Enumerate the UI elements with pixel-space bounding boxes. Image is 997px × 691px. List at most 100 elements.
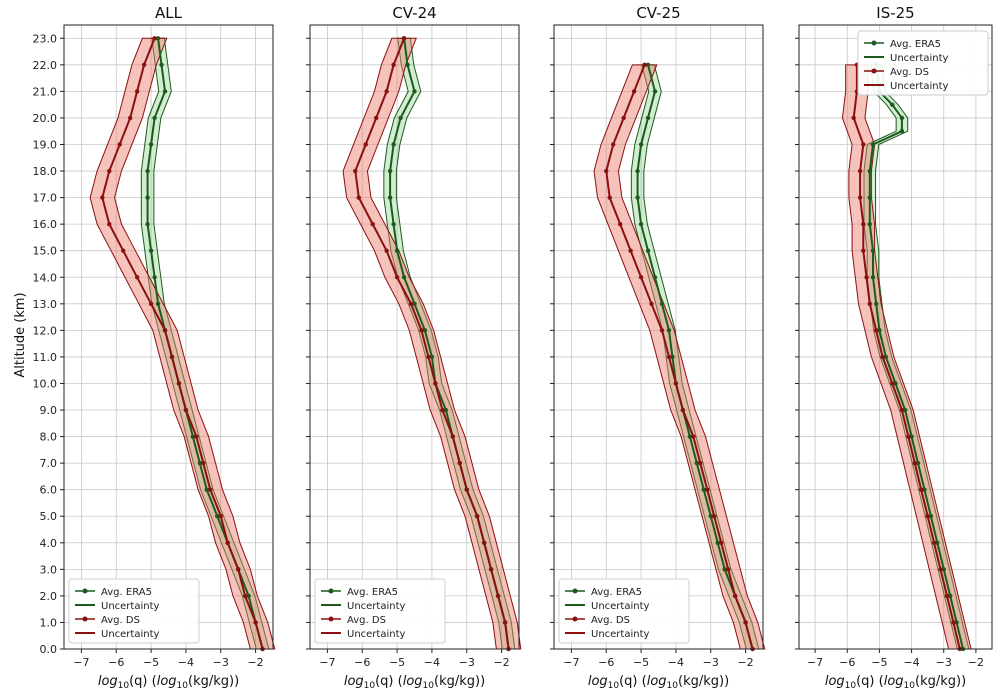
data-point-era5 bbox=[868, 195, 872, 199]
data-point-ds bbox=[874, 328, 878, 332]
legend-marker bbox=[83, 617, 88, 622]
panel-all: 0.01.02.03.04.05.06.07.08.09.010.011.012… bbox=[33, 4, 275, 691]
data-point-era5 bbox=[149, 142, 153, 146]
data-point-era5 bbox=[145, 222, 149, 226]
x-tick-label: −7 bbox=[807, 656, 823, 669]
data-point-era5 bbox=[871, 275, 875, 279]
x-tick-label: −4 bbox=[424, 656, 440, 669]
data-point-ds bbox=[674, 381, 678, 385]
data-point-ds bbox=[440, 408, 444, 412]
data-point-ds bbox=[632, 89, 636, 93]
legend-label: Avg. ERA5 bbox=[347, 587, 398, 598]
x-tick-label: −3 bbox=[936, 656, 952, 669]
data-point-ds bbox=[932, 541, 936, 545]
x-tick-label: −5 bbox=[633, 656, 649, 669]
y-tick-label: 15.0 bbox=[33, 245, 58, 258]
data-point-ds bbox=[475, 514, 479, 518]
data-point-era5 bbox=[871, 249, 875, 253]
y-tick-label: 19.0 bbox=[33, 138, 58, 151]
y-tick-label: 22.0 bbox=[33, 59, 58, 72]
data-point-era5 bbox=[156, 302, 160, 306]
x-axis-label: log10(q) (log10(kg/kg)) bbox=[825, 674, 966, 691]
legend: Avg. ERA5 Uncertainty Avg. DS Uncertainty bbox=[559, 579, 689, 643]
legend-label: Avg. DS bbox=[347, 615, 386, 626]
legend-marker bbox=[329, 617, 334, 622]
data-point-era5 bbox=[653, 89, 657, 93]
data-point-ds bbox=[184, 408, 188, 412]
data-point-ds bbox=[681, 408, 685, 412]
data-point-era5 bbox=[900, 116, 904, 120]
data-point-ds bbox=[384, 249, 388, 253]
data-point-ds bbox=[726, 567, 730, 571]
data-point-ds bbox=[433, 381, 437, 385]
data-point-ds bbox=[118, 142, 122, 146]
data-point-era5 bbox=[402, 275, 406, 279]
data-point-era5 bbox=[868, 169, 872, 173]
data-point-ds bbox=[913, 461, 917, 465]
legend-label: Uncertainty bbox=[591, 629, 650, 640]
legend-label: Avg. ERA5 bbox=[591, 587, 642, 598]
y-tick-label: 16.0 bbox=[33, 218, 58, 231]
data-point-era5 bbox=[635, 169, 639, 173]
data-point-ds bbox=[649, 302, 653, 306]
data-point-ds bbox=[608, 195, 612, 199]
legend-label: Avg. DS bbox=[591, 615, 630, 626]
y-tick-label: 10.0 bbox=[33, 377, 58, 390]
data-point-ds bbox=[128, 116, 132, 120]
x-tick-label: −6 bbox=[108, 656, 124, 669]
data-point-era5 bbox=[639, 142, 643, 146]
data-point-ds bbox=[135, 89, 139, 93]
data-point-ds bbox=[618, 222, 622, 226]
data-point-era5 bbox=[412, 89, 416, 93]
data-point-ds bbox=[253, 620, 257, 624]
data-point-era5 bbox=[388, 195, 392, 199]
data-point-ds bbox=[890, 381, 894, 385]
data-point-ds bbox=[919, 487, 923, 491]
data-point-era5 bbox=[646, 116, 650, 120]
panel-is-25: −7 −6 −5 −4 −3 −2IS-25log10(q) (log10(kg/kg))… bbox=[795, 4, 992, 691]
y-tick-label: 18.0 bbox=[33, 165, 58, 178]
data-point-ds bbox=[100, 195, 104, 199]
data-point-ds bbox=[409, 302, 413, 306]
x-axis-label: log10(q) (log10(kg/kg)) bbox=[588, 674, 729, 691]
x-tick-label: −3 bbox=[459, 656, 475, 669]
panel-title: ALL bbox=[155, 4, 183, 22]
y-tick-label: 0.0 bbox=[40, 643, 58, 656]
data-point-era5 bbox=[391, 142, 395, 146]
x-tick-label: −7 bbox=[73, 656, 89, 669]
data-point-era5 bbox=[398, 116, 402, 120]
legend: Avg. ERA5 Uncertainty Avg. DS Uncertainty bbox=[69, 579, 199, 643]
x-tick-label: −2 bbox=[247, 656, 263, 669]
y-tick-label: 13.0 bbox=[33, 298, 58, 311]
data-point-ds bbox=[604, 169, 608, 173]
panel-cv-25: −7 −6 −5 −4 −3 −2CV-25log10(q) (log10(kg/kg))… bbox=[550, 4, 765, 691]
data-point-era5 bbox=[890, 102, 894, 106]
data-point-ds bbox=[208, 487, 212, 491]
axes-frame bbox=[799, 25, 992, 649]
legend-label: Uncertainty bbox=[101, 629, 160, 640]
data-point-era5 bbox=[405, 63, 409, 67]
data-point-ds bbox=[353, 169, 357, 173]
x-tick-label: −2 bbox=[737, 656, 753, 669]
x-tick-label: −2 bbox=[968, 656, 984, 669]
y-tick-label: 12.0 bbox=[33, 324, 58, 337]
data-point-ds bbox=[357, 195, 361, 199]
data-point-era5 bbox=[145, 169, 149, 173]
data-point-era5 bbox=[152, 275, 156, 279]
legend-label: Uncertainty bbox=[101, 601, 160, 612]
data-point-ds bbox=[458, 461, 462, 465]
x-tick-label: −7 bbox=[563, 656, 579, 669]
legend-label: Uncertainty bbox=[890, 81, 949, 92]
legend-label: Uncertainty bbox=[890, 53, 949, 64]
data-point-era5 bbox=[395, 249, 399, 253]
data-point-ds bbox=[142, 63, 146, 67]
data-point-ds bbox=[121, 249, 125, 253]
data-point-ds bbox=[374, 116, 378, 120]
y-tick-label: 20.0 bbox=[33, 112, 58, 125]
x-tick-label: −5 bbox=[389, 656, 405, 669]
x-tick-label: −6 bbox=[839, 656, 855, 669]
data-point-era5 bbox=[163, 89, 167, 93]
data-point-era5 bbox=[388, 169, 392, 173]
x-tick-label: −3 bbox=[213, 656, 229, 669]
